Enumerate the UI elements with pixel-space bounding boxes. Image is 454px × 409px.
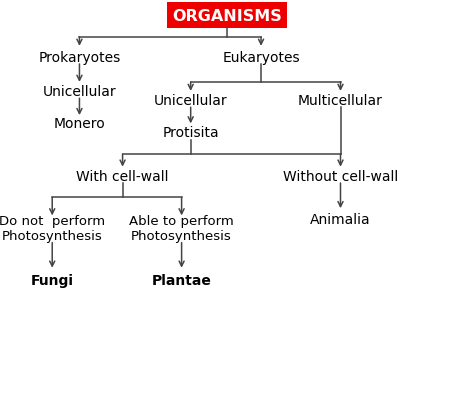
Text: Eukaryotes: Eukaryotes — [222, 51, 300, 65]
Text: Monero: Monero — [54, 117, 105, 131]
Text: Able to perform
Photosynthesis: Able to perform Photosynthesis — [129, 215, 234, 243]
Text: Fungi: Fungi — [31, 274, 74, 288]
Text: Animalia: Animalia — [310, 213, 371, 227]
Text: With cell-wall: With cell-wall — [76, 169, 169, 183]
Text: Without cell-wall: Without cell-wall — [283, 169, 398, 183]
Text: Protisita: Protisita — [163, 126, 219, 140]
Text: Do not  perform
Photosynthesis: Do not perform Photosynthesis — [0, 215, 105, 243]
Text: Classification of Organisms into five Kingdoms: Classification of Organisms into five Ki… — [34, 377, 420, 392]
Text: Unicellular: Unicellular — [43, 85, 116, 99]
Text: Unicellular: Unicellular — [154, 94, 227, 108]
Text: Plantae: Plantae — [152, 274, 212, 288]
Text: Multicellular: Multicellular — [298, 94, 383, 108]
Text: Prokaryotes: Prokaryotes — [38, 51, 121, 65]
Text: ORGANISMS: ORGANISMS — [172, 9, 282, 24]
